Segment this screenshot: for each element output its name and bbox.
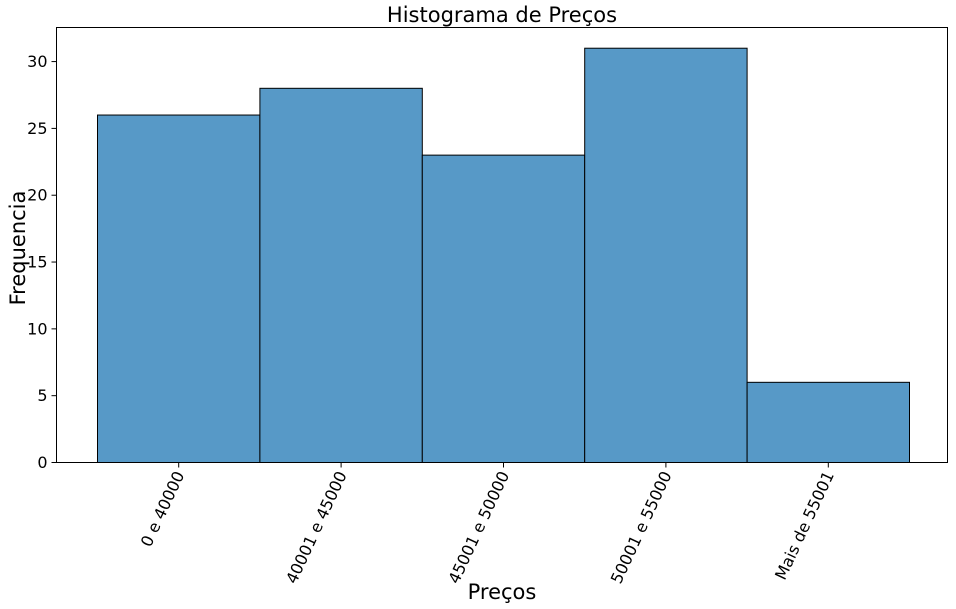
y-tick-label-5: 25 (27, 119, 47, 138)
y-tick-label-1: 5 (37, 386, 47, 405)
bar-4 (746, 381, 910, 464)
x-tick-label-3: 50001 e 55000 (607, 468, 676, 586)
x-axis-label: Preços (468, 580, 537, 604)
bar-0 (97, 114, 261, 463)
y-tick-label-0: 0 (37, 453, 47, 472)
x-tick-label-2: 45001 e 50000 (444, 468, 513, 586)
chart-title: Histograma de Preços (387, 3, 617, 27)
y-axis-label: Frequencia (6, 191, 30, 306)
x-tick-label-1: 40001 e 45000 (282, 468, 351, 586)
y-tick-label-2: 10 (27, 319, 47, 338)
bar-3 (584, 47, 748, 463)
x-tick-label-0: 0 e 40000 (137, 468, 188, 550)
bar-1 (259, 87, 423, 463)
y-tick-label-6: 30 (27, 52, 47, 71)
y-tick-label-4: 20 (27, 186, 47, 205)
x-axis-ticks: 0 e 40000 40001 e 45000 45001 e 50000 50001… (137, 462, 838, 587)
bars-group (97, 47, 910, 464)
plot-frame (56, 27, 948, 463)
x-tick-label-4: Mais de 55001 (771, 468, 838, 582)
y-axis-ticks: 0 5 10 15 20 25 30 (27, 52, 57, 472)
y-tick-label-3: 15 (27, 253, 47, 272)
bar-2 (421, 154, 586, 463)
